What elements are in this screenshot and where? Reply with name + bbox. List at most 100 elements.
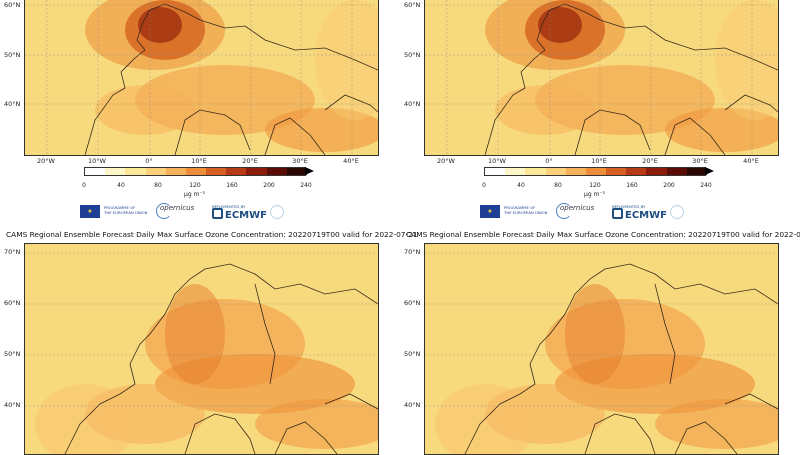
eu-text-line: THE EUROPEAN UNION [104,209,148,215]
lat-label: 50°N [4,51,21,59]
colorbar-tick: 200 [663,182,675,189]
coastline [464,263,778,454]
colorbar-segment [206,168,227,175]
ozone-map [25,0,378,155]
colorbar [84,167,314,176]
colorbar-tick: 40 [517,182,525,189]
ozone-area-2 [138,7,182,43]
ecmwf-logo-text: ECMWF [225,210,267,221]
colorbar-segment [485,168,506,175]
lon-label: 10°E [191,157,207,165]
colorbar-tick: 200 [263,182,275,189]
lon-label: 0° [545,157,553,165]
ozone-area-6 [715,0,778,120]
map-area [24,243,379,455]
eu-text-line: PROGRAMME OF [104,205,136,210]
eu-text-line: PROGRAMME OF [504,205,536,210]
lon-label: 10°W [488,157,506,165]
ecmwf-logo: ECMWF [212,208,267,221]
colorbar-segment [686,168,708,175]
eu-programme-text: PROGRAMME OF THE EUROPEAN UNION [104,205,148,215]
eu-flag-icon: ★ [80,205,100,218]
lon-label: 0° [145,157,153,165]
ozone-area-2 [565,284,625,384]
lat-label: 40°N [404,401,421,409]
map-panel-2: 60°N 50°N 40°N 20°W 10°W 0° 10°E 20°E 30°E 40°E 0 4… [400,0,800,224]
colorbar-tick: 160 [226,182,238,189]
colorbar-segment [525,168,547,175]
lon-label: 20°W [37,157,55,165]
colorbar-segment [505,168,526,175]
lat-label: 50°N [404,350,421,358]
copernicus-icon [556,203,572,219]
ozone-area-4 [495,85,595,135]
implemented-by-text: IMPLEMENTED BY [212,204,246,209]
ozone-area-6 [315,0,378,120]
map-area [424,0,779,156]
ozone-area-4 [95,85,195,135]
colorbar-segment [626,168,647,175]
colorbar-unit: μg m⁻³ [584,191,605,198]
atmosphere-icon [670,205,684,219]
ozone-area-2 [165,284,225,384]
lat-label: 40°N [4,401,21,409]
panel-title: CAMS Regional Ensemble Forecast Daily Ma… [406,230,800,239]
colorbar-tick: 120 [589,182,601,189]
ozone-map [425,244,778,454]
lat-label: 50°N [4,350,21,358]
colorbar-tick: 0 [82,182,86,189]
colorbar-tick: 40 [117,182,125,189]
ecmwf-logo: ECMWF [612,208,667,221]
copernicus-logo-text: opernicus [160,204,195,212]
eu-flag-icon: ★ [480,205,500,218]
implemented-by-text: IMPLEMENTED BY [612,204,646,209]
copernicus-logo-text: opernicus [560,204,595,212]
map-area [24,0,379,156]
map-panel-4: CAMS Regional Ensemble Forecast Daily Ma… [400,225,800,455]
ozone-map [425,0,778,155]
lat-label: 60°N [404,1,421,9]
lat-label: 50°N [404,51,421,59]
lon-label: 10°E [591,157,607,165]
colorbar-tick: 240 [300,182,312,189]
colorbar-segment [105,168,126,175]
lat-label: 40°N [4,100,21,108]
coastline [484,3,778,155]
colorbar-tick: 240 [700,182,712,189]
colorbar-segment [545,168,567,175]
lat-label: 70°N [4,248,21,256]
logo-strip: ★ PROGRAMME OF THE EUROPEAN UNION opernicus… [480,203,780,221]
panel-title: CAMS Regional Ensemble Forecast Daily Ma… [6,230,418,239]
lat-label: 40°N [404,100,421,108]
colorbar [484,167,714,176]
ozone-area-4 [255,399,378,449]
colorbar-segment [565,168,587,175]
ozone-area-4 [655,399,778,449]
colorbar-segment [145,168,167,175]
colorbar-segment [226,168,247,175]
ozone-area-2 [538,7,582,43]
colorbar-segment [85,168,106,175]
eu-text-line: THE EUROPEAN UNION [504,209,548,215]
lat-label: 60°N [404,299,421,307]
ecmwf-logo-text: ECMWF [625,210,667,221]
map-area [424,243,779,455]
colorbar-segment [606,168,627,175]
lon-label: 20°E [242,157,258,165]
lon-label: 40°E [743,157,759,165]
colorbar-extend-arrow [305,167,314,175]
logo-strip: ★ PROGRAMME OF THE EUROPEAN UNION opernicus… [80,203,380,221]
lat-label: 60°N [4,1,21,9]
lon-label: 20°E [642,157,658,165]
colorbar-tick: 80 [154,182,162,189]
coastline [84,3,378,155]
colorbar-segment [185,168,207,175]
colorbar-segment [125,168,147,175]
map-panel-3: CAMS Regional Ensemble Forecast Daily Ma… [0,225,418,455]
colorbar-unit: μg m⁻³ [184,191,205,198]
colorbar-segment [165,168,187,175]
map-panel-1: 60°N 50°N 40°N 20°W 10°W 0° 10°E 20°E 30°E 40°E 0 4… [0,0,400,224]
eu-programme-text: PROGRAMME OF THE EUROPEAN UNION [504,205,548,215]
colorbar-tick: 0 [482,182,486,189]
colorbar-segment [646,168,668,175]
